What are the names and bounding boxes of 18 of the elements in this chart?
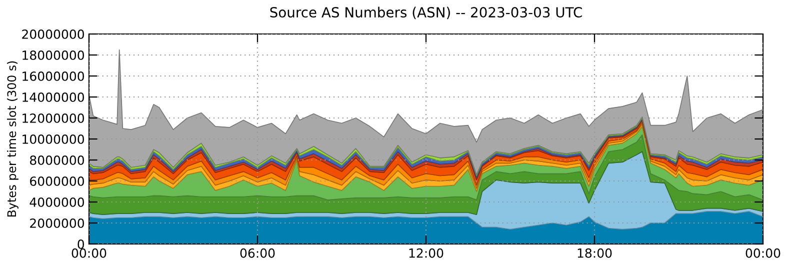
- y-axis-title: Bytes per time slot (300 s): [7, 61, 18, 217]
- x-tick-label: 00:00: [72, 248, 106, 258]
- x-tick-label: 00:00: [746, 248, 780, 258]
- y-tick-label: 4000000: [30, 197, 84, 207]
- x-tick-label: 12:00: [409, 248, 444, 258]
- y-tick-label: 18000000: [22, 50, 84, 60]
- y-tick-label: 6000000: [30, 176, 84, 186]
- y-tick-label: 14000000: [22, 92, 84, 102]
- x-tick-label: 18:00: [578, 248, 612, 258]
- y-tick-label: 20000000: [22, 29, 84, 39]
- y-tick-label: 8000000: [30, 155, 84, 165]
- x-tick-label: 06:00: [240, 248, 275, 258]
- y-tick-label: 0: [78, 239, 84, 249]
- y-tick-label: 2000000: [30, 218, 84, 228]
- y-tick-label: 10000000: [22, 134, 84, 144]
- y-tick-label: 12000000: [22, 113, 84, 123]
- chart-title: Source AS Numbers (ASN) -- 2023-03-03 UTC: [270, 6, 582, 20]
- y-tick-label: 16000000: [22, 71, 84, 81]
